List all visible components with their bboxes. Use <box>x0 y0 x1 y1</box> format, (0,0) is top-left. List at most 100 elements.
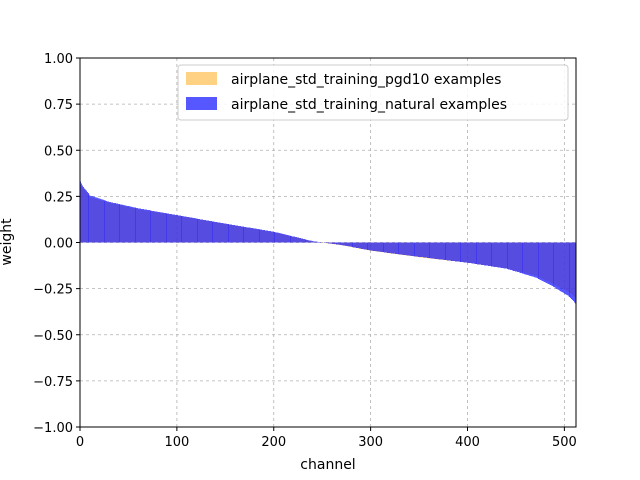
bar <box>539 242 541 280</box>
bar <box>240 226 242 243</box>
bar <box>255 228 257 243</box>
bar <box>103 199 105 243</box>
bar <box>129 206 131 243</box>
bar <box>463 242 465 263</box>
bar <box>550 242 552 286</box>
bar <box>303 239 305 243</box>
bar <box>447 242 449 261</box>
bar <box>573 242 575 302</box>
bar <box>537 242 539 279</box>
bar <box>170 213 172 243</box>
bar <box>123 205 125 243</box>
bar <box>207 220 209 243</box>
bar <box>554 242 556 288</box>
bar <box>381 242 383 252</box>
bar <box>227 224 229 243</box>
bar <box>298 237 300 243</box>
bar <box>235 225 237 243</box>
bar <box>508 242 510 270</box>
bar <box>295 236 297 243</box>
bar <box>549 242 551 286</box>
bar <box>431 242 433 259</box>
bar <box>391 242 393 254</box>
bar <box>117 203 119 243</box>
bar <box>247 227 249 243</box>
bar <box>291 236 293 243</box>
bar <box>267 230 269 243</box>
bar <box>329 242 331 244</box>
bar <box>560 242 562 292</box>
bar <box>488 242 490 267</box>
bar-series-1 <box>80 181 577 304</box>
bar <box>167 213 169 243</box>
bar <box>106 200 108 243</box>
bar <box>425 242 427 258</box>
bar <box>114 203 116 243</box>
bar <box>82 187 84 243</box>
bar <box>478 242 480 265</box>
bar <box>491 242 493 267</box>
bar <box>112 202 114 243</box>
bar <box>520 242 522 274</box>
bar <box>440 242 442 260</box>
bar <box>395 242 397 254</box>
bar <box>394 242 396 254</box>
bar <box>219 222 221 243</box>
bar <box>211 221 213 243</box>
bar <box>175 215 177 243</box>
bar <box>566 242 568 296</box>
bar <box>85 190 87 243</box>
bar <box>113 202 115 243</box>
bar <box>212 221 214 243</box>
bar <box>104 200 106 243</box>
bar <box>218 222 220 243</box>
bar <box>174 214 176 243</box>
bar <box>545 242 547 284</box>
bar <box>270 231 272 243</box>
bar <box>282 233 284 243</box>
bar <box>434 242 436 259</box>
bar <box>548 242 550 285</box>
bar <box>454 242 456 262</box>
bar <box>215 221 217 243</box>
bar <box>509 242 511 270</box>
y-axis-label: weight <box>0 218 15 266</box>
bar <box>131 206 133 243</box>
bar <box>139 208 141 243</box>
bar <box>230 224 232 243</box>
bar <box>505 242 507 269</box>
bar <box>313 241 315 243</box>
bar <box>169 213 171 243</box>
bar <box>274 232 276 243</box>
bar <box>470 242 472 264</box>
bar <box>121 204 123 243</box>
bar <box>105 200 107 243</box>
bar <box>392 242 394 254</box>
bar <box>138 208 140 243</box>
bar <box>378 242 380 252</box>
bar <box>190 217 192 243</box>
bar <box>251 228 253 243</box>
bar <box>427 242 429 258</box>
bar <box>452 242 454 262</box>
bar <box>301 238 303 243</box>
bar <box>385 242 387 253</box>
bar <box>246 227 248 243</box>
bar <box>514 242 516 272</box>
bar <box>232 224 234 243</box>
bar <box>469 242 471 264</box>
bar <box>272 231 274 243</box>
bar <box>523 242 525 275</box>
bar <box>409 242 411 256</box>
bar <box>362 242 364 250</box>
bar <box>110 202 112 243</box>
bar <box>208 220 210 243</box>
bar <box>352 242 354 248</box>
bar <box>93 196 95 243</box>
bar <box>217 222 219 243</box>
bar <box>191 217 193 243</box>
bar <box>238 225 240 243</box>
bar <box>517 242 519 273</box>
bar <box>465 242 467 263</box>
bar <box>501 242 503 268</box>
